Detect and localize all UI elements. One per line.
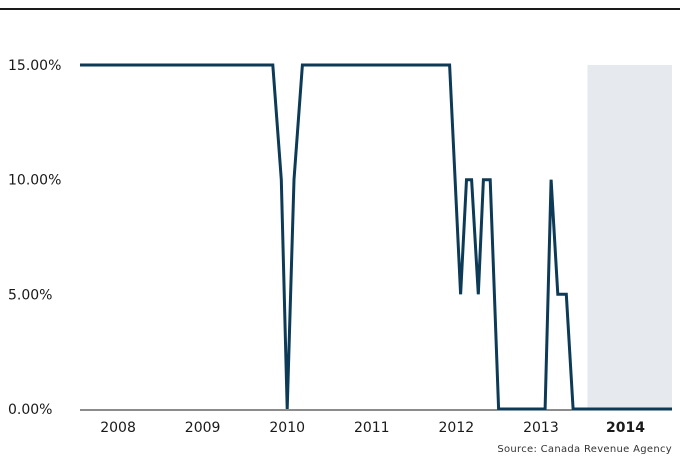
x-tick-label: 2014 <box>606 420 645 436</box>
x-tick-label: 2012 <box>439 420 475 436</box>
y-tick-label: 0.00% <box>8 402 52 418</box>
x-tick-label: 2010 <box>269 420 305 436</box>
source-note: Source: Canada Revenue Agency <box>497 444 672 455</box>
y-tick-label: 10.00% <box>8 173 61 189</box>
x-tick-label: 2009 <box>185 420 221 436</box>
x-tick-label: 2008 <box>100 420 136 436</box>
x-tick-label: 2011 <box>354 420 390 436</box>
series-line-0 <box>80 63 672 411</box>
y-tick-label: 5.00% <box>8 287 52 303</box>
forecast-band <box>587 65 672 409</box>
y-tick-label: 15.00% <box>8 58 61 74</box>
top-rule <box>0 8 680 10</box>
x-tick-label: 2013 <box>523 420 559 436</box>
